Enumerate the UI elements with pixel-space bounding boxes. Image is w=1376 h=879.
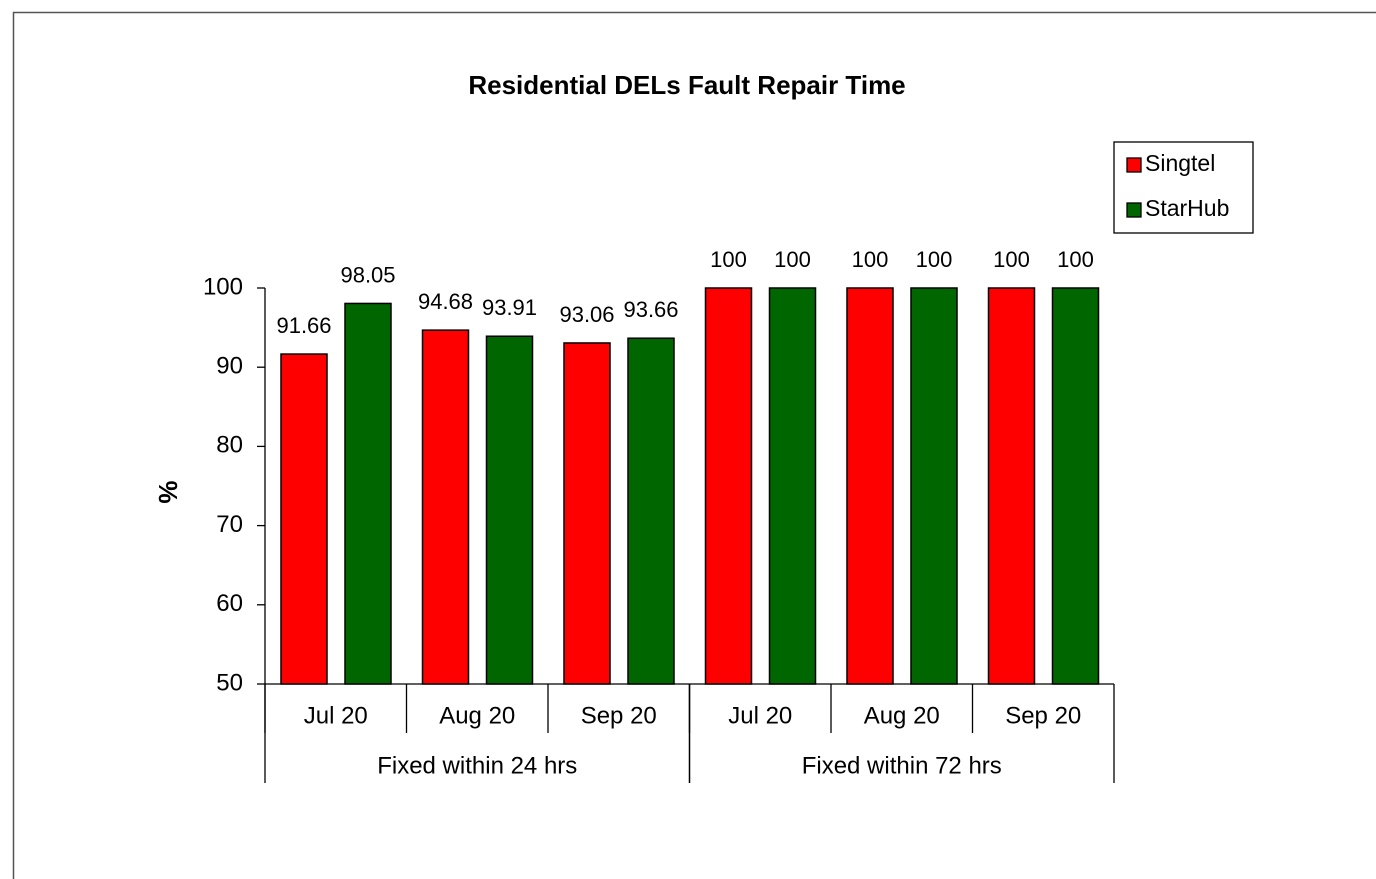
legend-swatch [1126,202,1142,218]
x-tick-label: Jul 20 [728,702,792,729]
bar [987,287,1036,685]
legend-label: Singtel [1145,150,1215,176]
data-label: 100 [774,247,811,272]
bar [485,335,534,685]
data-label: 100 [916,247,953,272]
data-label: 100 [710,247,747,272]
bar [421,329,470,685]
x-tick-label: Sep 20 [581,702,657,729]
bar [1051,287,1100,685]
y-tick-label: 80 [216,432,243,459]
chart-title: Residential DELs Fault Repair Time [468,70,905,100]
y-axis-label: % [153,480,183,503]
data-label: 93.66 [623,297,678,322]
x-tick-label: Sep 20 [1005,702,1081,729]
data-label: 98.05 [340,262,395,287]
bar [344,302,392,685]
data-label: 100 [993,247,1030,272]
data-label: 91.66 [276,313,331,338]
bar [910,287,958,685]
y-tick-label: 70 [216,511,243,538]
x-tick-label: Jul 20 [304,702,368,729]
data-label: 93.91 [482,295,537,320]
data-label: 93.06 [559,302,614,327]
data-label: 100 [852,247,889,272]
bar [704,287,753,685]
bar [627,337,675,685]
bar [280,353,328,685]
data-label: 94.68 [418,289,473,314]
bar [563,342,611,685]
y-tick-label: 60 [216,590,243,617]
legend-box [1113,141,1254,234]
group-label: Fixed within 72 hrs [802,752,1002,779]
group-label: Fixed within 24 hrs [377,752,577,779]
y-tick-label: 100 [203,273,243,300]
y-tick-label: 50 [216,669,243,696]
x-tick-label: Aug 20 [864,702,940,729]
x-tick-label: Aug 20 [439,702,515,729]
bar [846,287,894,685]
legend-label: StarHub [1145,195,1229,221]
legend-swatch [1126,157,1142,173]
y-tick-label: 90 [216,353,243,380]
bar [768,287,817,685]
data-label: 100 [1057,247,1094,272]
